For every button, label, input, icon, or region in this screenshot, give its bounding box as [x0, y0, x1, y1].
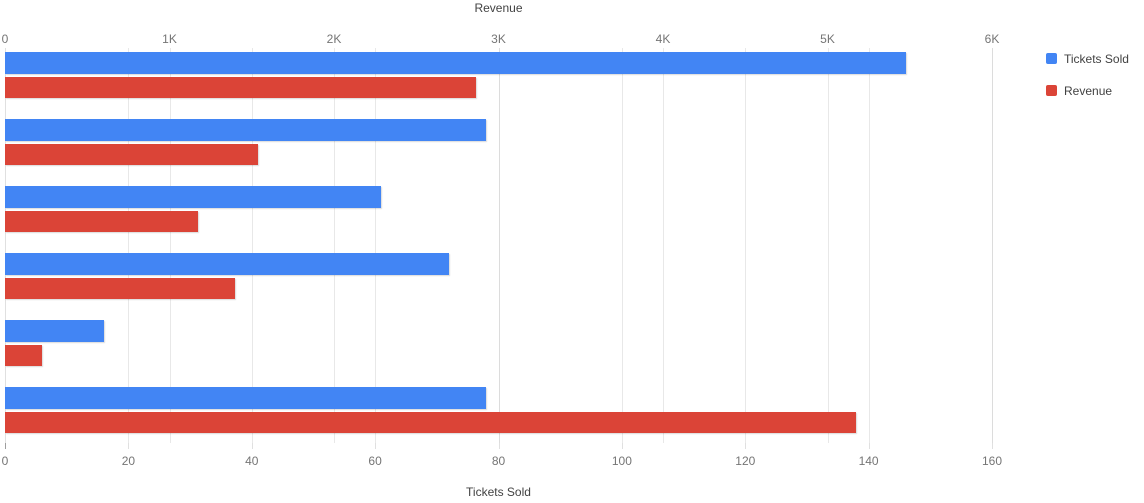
gridline	[992, 48, 993, 443]
bottom-axis-tick-label: 140	[858, 454, 879, 468]
legend: Tickets Sold Revenue	[1046, 52, 1129, 116]
gridline	[663, 48, 664, 443]
gridline	[621, 48, 623, 443]
bar-revenue-row5[interactable]	[5, 345, 42, 366]
top-axis-tick-label: 4K	[655, 32, 671, 46]
bar-revenue-row3[interactable]	[5, 211, 198, 232]
bar-tickets-sold-row3[interactable]	[5, 186, 382, 208]
top-axis-tick-label: 3K	[491, 32, 506, 46]
bar-tickets-sold-row1[interactable]	[5, 52, 906, 74]
top-axis-title: Revenue	[474, 1, 523, 15]
gridline	[334, 48, 335, 443]
axis-tick	[498, 443, 500, 449]
top-axis-tick-label: 1K	[162, 32, 177, 46]
axis-tick	[992, 443, 993, 449]
axis-tick	[868, 443, 870, 449]
bottom-axis-tick-label: 60	[368, 454, 382, 468]
axis-tick	[375, 443, 377, 449]
axis-tick	[621, 443, 623, 449]
legend-label-revenue: Revenue	[1064, 83, 1113, 98]
bar-tickets-sold-row4[interactable]	[5, 253, 450, 275]
top-axis-tick-label: 0	[1, 32, 9, 46]
bottom-axis-tick-label: 120	[735, 454, 756, 468]
gridline	[169, 48, 171, 443]
gridline	[498, 48, 500, 443]
bar-revenue-row4[interactable]	[5, 278, 235, 299]
bar-revenue-row1[interactable]	[5, 77, 477, 98]
bottom-axis-tick-label: 100	[611, 454, 632, 468]
bottom-axis-tick-label: 40	[245, 454, 259, 468]
gridline	[827, 48, 829, 443]
gridline	[251, 48, 253, 443]
baseline	[5, 48, 6, 443]
bottom-axis-tick-label: 0	[1, 454, 9, 468]
top-axis-tick-label: 5K	[820, 32, 835, 46]
axis-tick	[251, 443, 253, 449]
revenue-swatch	[1046, 85, 1057, 96]
gridline	[128, 48, 130, 443]
tickets-sold-swatch	[1046, 53, 1057, 64]
bottom-axis-tick-label: 20	[121, 454, 136, 468]
gridline	[868, 48, 870, 443]
bar-tickets-sold-row6[interactable]	[5, 387, 487, 409]
legend-item-tickets-sold[interactable]: Tickets Sold	[1046, 51, 1129, 66]
bottom-axis-tick-label: 80	[491, 454, 506, 468]
axis-tick	[745, 443, 747, 449]
gridline	[745, 48, 747, 443]
bottom-axis-title: Tickets Sold	[466, 485, 531, 499]
axis-tick	[128, 443, 130, 449]
bar-tickets-sold-row2[interactable]	[5, 119, 487, 141]
bar-revenue-row2[interactable]	[5, 144, 258, 165]
axis-tick	[5, 443, 6, 449]
bar-tickets-sold-row5[interactable]	[5, 320, 104, 342]
top-axis-tick-label: 6K	[984, 32, 1000, 46]
bottom-axis-tick-label: 160	[981, 454, 1003, 468]
top-axis-tick-label: 2K	[326, 32, 342, 46]
gridline	[375, 48, 377, 443]
bar-revenue-row6[interactable]	[5, 412, 856, 433]
legend-label-tickets-sold: Tickets Sold	[1064, 51, 1129, 66]
legend-item-revenue[interactable]: Revenue	[1046, 83, 1129, 98]
